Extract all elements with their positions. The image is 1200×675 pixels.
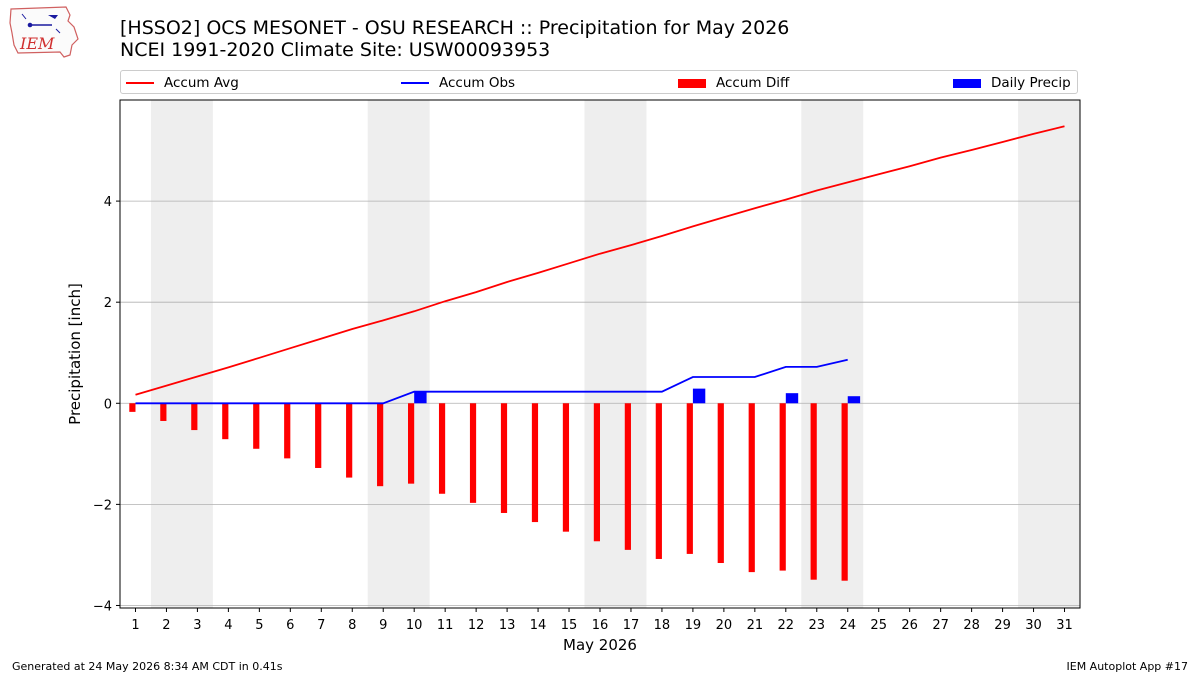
accum-diff-bar <box>191 403 198 431</box>
x-tick-label: 14 <box>530 618 547 633</box>
line-series <box>135 125 1065 405</box>
y-tick-label: 2 <box>104 296 112 311</box>
accum-diff-bar <box>222 403 229 440</box>
y-tick-label: 4 <box>104 195 112 210</box>
accum-diff-bar <box>129 403 136 412</box>
accum-diff-bar <box>500 403 508 513</box>
x-axis-label: May 2026 <box>563 636 637 654</box>
weekend-shade <box>1018 100 1080 608</box>
x-tick-label: 6 <box>286 618 294 633</box>
x-tick-label: 3 <box>193 618 201 633</box>
legend-item-accum-avg: Accum Avg <box>126 74 239 92</box>
y-tick-label: −2 <box>93 498 112 513</box>
x-tick-label: 4 <box>224 618 232 633</box>
x-tick-label: 18 <box>654 618 671 633</box>
legend-swatch-accum-diff <box>678 78 706 88</box>
x-tick-label: 25 <box>870 618 887 633</box>
chart-title: [HSSO2] OCS MESONET - OSU RESEARCH :: Pr… <box>120 17 790 39</box>
legend-item-daily-precip: Daily Precip <box>953 74 1071 92</box>
x-tick-label: 5 <box>255 618 263 633</box>
x-tick-label: 7 <box>317 618 325 633</box>
accum-diff-bar <box>438 403 446 494</box>
accum-diff-bar <box>593 403 600 542</box>
accum-diff-bar <box>624 403 631 550</box>
x-tick-label: 17 <box>623 618 640 633</box>
chart-legend: Accum Avg Accum Obs Accum Diff Daily Pre… <box>120 70 1078 94</box>
x-tick-label: 22 <box>778 618 795 633</box>
x-tick-label: 28 <box>963 618 980 633</box>
x-tick-label: 23 <box>809 618 826 633</box>
accum-avg-line <box>135 125 1065 396</box>
accum-diff-bar <box>346 403 353 478</box>
legend-label-accum-obs: Accum Obs <box>439 75 516 91</box>
accum-diff-bar <box>810 403 817 580</box>
legend-swatch-accum-avg <box>126 82 154 84</box>
x-tick-label: 31 <box>1056 618 1073 633</box>
legend-label-daily-precip: Daily Precip <box>991 75 1071 91</box>
x-tick-label: 24 <box>839 618 856 633</box>
accum-obs-line <box>135 358 848 405</box>
x-tick-label: 9 <box>379 618 387 633</box>
logo-lettering: IEM <box>19 34 55 53</box>
x-tick-label: 1 <box>131 618 139 633</box>
x-tick-label: 30 <box>1025 618 1042 633</box>
x-tick-label: 29 <box>994 618 1011 633</box>
legend-item-accum-obs: Accum Obs <box>401 74 515 92</box>
daily-precip-bar <box>692 388 706 404</box>
x-tick-label: 10 <box>406 618 423 633</box>
accum-diff-bar <box>562 403 570 532</box>
x-tick-label: 20 <box>716 618 733 633</box>
legend-swatch-daily-precip <box>953 78 981 88</box>
iem-logo: IEM <box>8 5 80 59</box>
accum-diff-bar <box>284 403 291 459</box>
x-tick-label: 8 <box>348 618 356 633</box>
accum-diff-bar <box>469 403 477 503</box>
x-tick-label: 26 <box>901 618 918 633</box>
daily-precip-bar <box>847 396 861 404</box>
legend-label-accum-avg: Accum Avg <box>164 75 239 91</box>
weekend-shade <box>150 100 213 608</box>
legend-item-accum-diff: Accum Diff <box>678 74 789 92</box>
chart-subtitle: NCEI 1991-2020 Climate Site: USW00093953 <box>120 39 551 61</box>
legend-label-accum-diff: Accum Diff <box>716 75 790 91</box>
accum-diff-bar <box>686 403 693 554</box>
x-tick-label: 13 <box>499 618 516 633</box>
x-tick-label: 11 <box>437 618 454 633</box>
accum-diff-bar <box>748 403 755 573</box>
accum-diff-bar <box>315 403 322 468</box>
accum-diff-bar <box>408 403 415 484</box>
y-tick-label: −4 <box>93 599 112 614</box>
bar-series <box>129 388 861 581</box>
x-tick-label: 19 <box>685 618 702 633</box>
x-tick-label: 27 <box>932 618 949 633</box>
weekend-shading <box>150 100 1080 608</box>
y-tick-label: 0 <box>104 397 112 412</box>
x-tick-label: 21 <box>747 618 764 633</box>
accum-diff-bar <box>717 403 724 564</box>
accum-diff-bar <box>253 403 260 449</box>
legend-swatch-accum-obs <box>401 82 429 84</box>
x-tick-label: 15 <box>561 618 578 633</box>
accum-diff-bar <box>779 403 786 571</box>
accum-diff-bar <box>160 403 167 421</box>
accum-diff-bar <box>655 403 662 559</box>
daily-precip-bar <box>785 393 799 404</box>
weekend-shade <box>367 100 430 608</box>
y-axis-label: Precipitation [inch] <box>66 283 84 425</box>
footer-app-text: IEM Autoplot App #17 <box>1066 660 1189 673</box>
x-tick-label: 2 <box>162 618 170 633</box>
accum-diff-bar <box>377 403 384 487</box>
accum-diff-bar <box>841 403 848 581</box>
daily-precip-bar <box>414 391 427 404</box>
accum-diff-bar <box>531 403 539 523</box>
x-tick-label: 16 <box>592 618 609 633</box>
x-tick-label: 12 <box>468 618 485 633</box>
footer-generated-text: Generated at 24 May 2026 8:34 AM CDT in … <box>12 660 283 673</box>
